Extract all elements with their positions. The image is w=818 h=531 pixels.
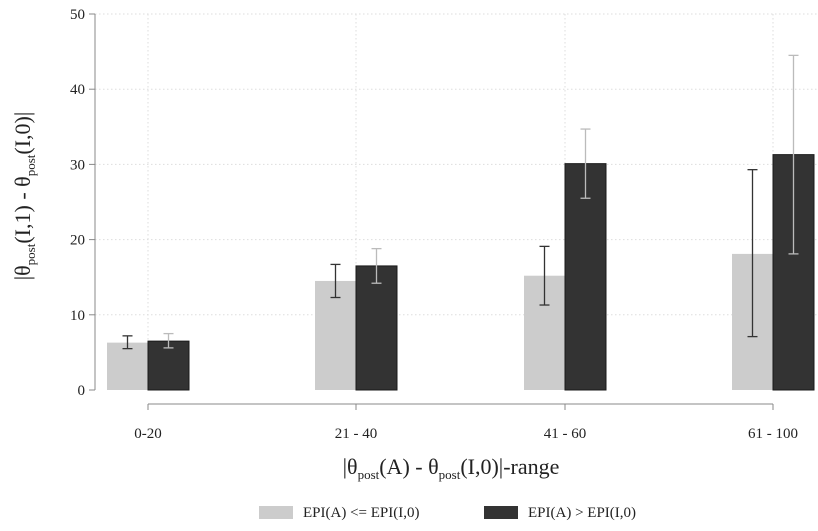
legend: EPI(A) <= EPI(I,0) EPI(A) > EPI(I,0) bbox=[259, 505, 636, 521]
bar bbox=[772, 154, 815, 391]
x-tick-label: 21 - 40 bbox=[335, 426, 378, 442]
bar bbox=[107, 342, 148, 390]
grid-lines bbox=[95, 13, 818, 390]
x-tick-label: 61 - 100 bbox=[748, 426, 798, 442]
y-tick-label: 40 bbox=[70, 82, 85, 98]
bar bbox=[355, 265, 398, 391]
bar bbox=[564, 163, 607, 391]
legend-label-series-2: EPI(A) > EPI(I,0) bbox=[528, 505, 636, 521]
y-tick-label: 10 bbox=[70, 308, 85, 324]
bar bbox=[315, 280, 356, 390]
bar bbox=[147, 340, 190, 391]
x-tick-label: 0-20 bbox=[134, 426, 162, 442]
legend-swatch-series-1 bbox=[259, 506, 293, 519]
x-axis-title: |θpost(A) - θpost(I,0)|-range bbox=[343, 454, 560, 482]
legend-label-series-1: EPI(A) <= EPI(I,0) bbox=[303, 505, 419, 521]
bars bbox=[107, 54, 815, 391]
y-tick-label: 20 bbox=[70, 233, 85, 249]
y-tick-label: 30 bbox=[70, 157, 85, 173]
y-axis-title: |θpost(I,1) - θpost(I,0)| bbox=[10, 112, 38, 281]
legend-swatch-series-2 bbox=[484, 506, 518, 519]
x-tick-label: 41 - 60 bbox=[544, 426, 587, 442]
x-axis: 0-20 21 - 40 41 - 60 61 - 100 bbox=[134, 403, 798, 442]
y-axis: 0 10 20 30 40 50 bbox=[70, 7, 96, 399]
y-tick-label: 0 bbox=[78, 383, 86, 399]
y-tick-label: 50 bbox=[70, 7, 85, 23]
